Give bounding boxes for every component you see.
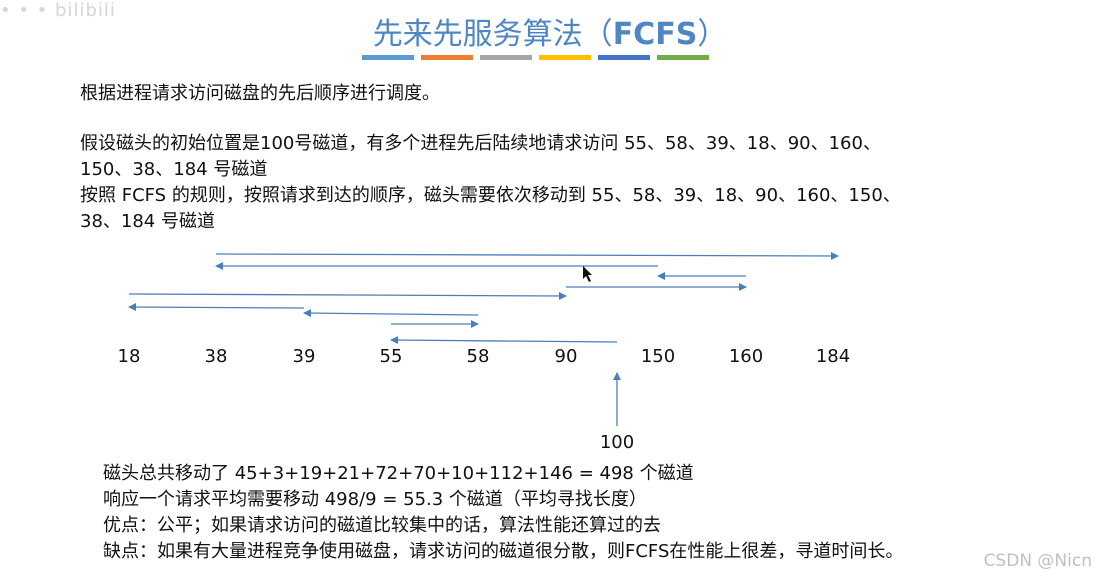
track-label: 150: [640, 346, 676, 367]
summary-pros: 优点：公平；如果请求访问的磁道比较集中的话，算法性能还算过的去: [103, 515, 661, 536]
title-color-bar: [598, 55, 650, 60]
rule-line-2: 38、184 号磁道: [80, 211, 215, 232]
title-close: ）: [697, 17, 728, 52]
assumption-line-1: 假设磁头的初始位置是100号磁道，有多个进程先后陆续地请求访问 55、58、39…: [80, 133, 881, 154]
move-arrow: [128, 303, 305, 312]
mouse-cursor-icon: [583, 266, 592, 282]
track-label: 160: [728, 346, 764, 367]
title-color-bar: [362, 55, 414, 60]
csdn-watermark: CSDN @Nicn: [983, 551, 1092, 571]
title-color-bar: [421, 55, 473, 60]
track-label: 184: [815, 346, 851, 367]
track-label: 58: [466, 346, 490, 367]
start-track-label: 100: [599, 432, 635, 453]
intro-text: 根据进程请求访问磁盘的先后顺序进行调度。: [80, 83, 440, 104]
title-color-bar: [539, 55, 591, 60]
track-label: 38: [204, 346, 228, 367]
track-label: 18: [117, 346, 141, 367]
title-color-bar: [480, 55, 532, 60]
move-arrow: [215, 251, 839, 260]
rule-line-1: 按照 FCFS 的规则，按照请求到达的顺序，磁头需要依次移动到 55、58、39…: [80, 185, 901, 206]
title-acronym: FCFS: [612, 17, 698, 52]
corner-watermark: • • • bilibili: [0, 0, 116, 21]
slide-title: 先来先服务算法（FCFS）: [0, 9, 1100, 53]
summary-total: 磁头总共移动了 45+3+19+21+72+70+10+112+146 = 49…: [103, 463, 694, 484]
move-arrow: [128, 291, 567, 300]
move-arrow: [390, 336, 618, 345]
assumption-line-2: 150、38、184 号磁道: [80, 159, 268, 180]
track-label: 39: [292, 346, 316, 367]
title-color-bar: [657, 55, 709, 60]
track-label: 55: [379, 346, 403, 367]
move-arrow: [303, 309, 479, 318]
summary-average: 响应一个请求平均需要移动 498/9 = 55.3 个磁道（平均寻找长度）: [103, 489, 647, 510]
summary-cons: 缺点：如果有大量进程竞争使用磁盘，请求访问的磁道很分散，则FCFS在性能上很差，…: [103, 541, 904, 562]
track-label: 90: [554, 346, 578, 367]
title-main: 先来先服务算法（: [372, 17, 613, 52]
